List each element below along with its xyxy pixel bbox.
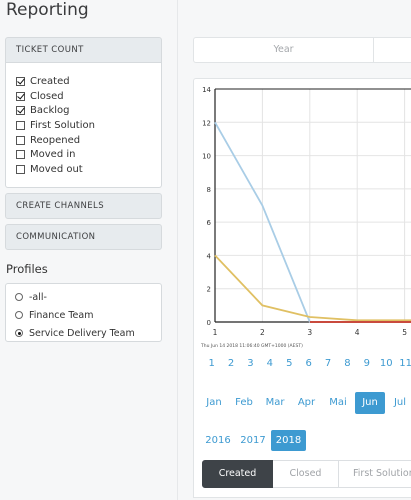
profile-all[interactable]: -all- xyxy=(6,288,161,306)
month-mai[interactable]: Mai xyxy=(329,397,347,408)
checkbox-unchecked-icon[interactable] xyxy=(16,150,25,160)
month-apr[interactable]: Apr xyxy=(297,397,316,408)
checkbox-reopened[interactable]: Reopened xyxy=(6,133,161,148)
day-link[interactable]: 8 xyxy=(344,358,351,369)
checkbox-moved-out[interactable]: Moved out xyxy=(6,162,161,177)
checkbox-label: Reopened xyxy=(30,134,81,146)
month-jun[interactable]: Jun xyxy=(355,392,385,414)
x-tick-label: 5 xyxy=(402,328,407,337)
chart-timestamp: Thu Jun 14 2018 11:06:40 GMT+1000 (AEST) xyxy=(201,344,303,349)
tab-first-solution[interactable]: First Solution xyxy=(339,460,411,488)
day-link[interactable]: 6 xyxy=(305,358,312,369)
y-tick-label: 2 xyxy=(207,286,211,294)
x-tick-label: 3 xyxy=(307,328,312,337)
checkbox-closed[interactable]: Closed xyxy=(6,89,161,104)
series-line-closed xyxy=(214,254,411,322)
page-title: Reporting xyxy=(6,0,89,20)
x-tick-label: 1 xyxy=(213,328,218,337)
month-feb[interactable]: Feb xyxy=(235,397,253,408)
month-selector: Jan Feb Mar Apr Mai Jun Jul xyxy=(200,392,411,414)
x-tick-label: 2 xyxy=(260,328,265,337)
y-tick-label: 8 xyxy=(207,186,211,194)
column-divider xyxy=(177,0,178,500)
day-link[interactable]: 4 xyxy=(266,358,274,369)
chart-card: 0 2 4 6 8 10 12 14 1 2 3 4 5 xyxy=(193,78,411,498)
y-tick-label: 10 xyxy=(202,153,211,161)
checkbox-moved-in[interactable]: Moved in xyxy=(6,147,161,162)
month-jan[interactable]: Jan xyxy=(206,397,222,408)
checkbox-unchecked-icon[interactable] xyxy=(16,164,25,174)
day-link[interactable]: 1 xyxy=(208,358,215,369)
checkbox-label: Closed xyxy=(30,90,64,102)
day-link[interactable]: 10 xyxy=(379,358,393,369)
radio-selected-icon[interactable] xyxy=(15,329,23,337)
day-link[interactable]: 9 xyxy=(363,358,370,369)
profiles-heading: Profiles xyxy=(6,262,48,276)
checkbox-label: Moved out xyxy=(30,163,83,175)
checkbox-checked-icon[interactable] xyxy=(16,106,25,116)
y-tick-label: 4 xyxy=(207,252,212,260)
month-jul[interactable]: Jul xyxy=(393,397,407,408)
radio-unselected-icon[interactable] xyxy=(15,293,23,301)
checkbox-label: Moved in xyxy=(30,149,76,161)
ticket-count-header[interactable]: TICKET COUNT xyxy=(5,37,162,63)
checkbox-label: First Solution xyxy=(30,119,95,131)
day-link[interactable]: 2 xyxy=(227,358,235,369)
metric-tabs: Created Closed First Solution xyxy=(202,460,411,488)
ticket-count-panel: Created Closed Backlog First Solution Re… xyxy=(5,63,162,188)
year-2018[interactable]: 2018 xyxy=(271,430,306,451)
tab-closed[interactable]: Closed xyxy=(273,460,339,488)
create-channels-header[interactable]: CREATE CHANNELS xyxy=(5,193,162,219)
radio-label: Finance Team xyxy=(29,309,94,321)
checkbox-backlog[interactable]: Backlog xyxy=(6,103,161,118)
day-link[interactable]: 11 xyxy=(399,358,411,369)
checkbox-unchecked-icon[interactable] xyxy=(16,120,25,130)
day-link[interactable]: 5 xyxy=(286,358,293,369)
radio-label: -all- xyxy=(29,291,47,303)
checkbox-label: Backlog xyxy=(30,105,70,117)
year-selector: 2016 2017 2018 xyxy=(201,430,307,451)
day-selector: 1 2 3 4 5 6 7 8 9 10 11 xyxy=(202,358,411,369)
profile-service-delivery-team[interactable]: Service Delivery Team xyxy=(6,324,161,342)
day-link[interactable]: 7 xyxy=(324,358,332,369)
profile-finance-team[interactable]: Finance Team xyxy=(6,306,161,324)
x-tick-label: 4 xyxy=(355,328,360,337)
year-2017[interactable]: 2017 xyxy=(240,435,266,446)
checkbox-checked-icon[interactable] xyxy=(16,91,25,101)
tab-year[interactable]: Year xyxy=(194,38,374,62)
communication-header[interactable]: COMMUNICATION xyxy=(5,224,162,250)
day-link[interactable]: 3 xyxy=(247,358,254,369)
y-tick-label: 0 xyxy=(207,319,211,327)
y-tick-label: 6 xyxy=(207,219,212,227)
checkbox-unchecked-icon[interactable] xyxy=(16,135,25,145)
year-2016[interactable]: 2016 xyxy=(205,435,231,446)
checkbox-created[interactable]: Created xyxy=(6,74,161,89)
checkbox-checked-icon[interactable] xyxy=(16,76,25,86)
radio-label: Service Delivery Team xyxy=(29,327,135,339)
checkbox-first-solution[interactable]: First Solution xyxy=(6,118,161,133)
checkbox-label: Created xyxy=(30,75,70,87)
profiles-panel: -all- Finance Team Service Delivery Team xyxy=(5,283,162,342)
tab-created[interactable]: Created xyxy=(202,460,273,488)
radio-unselected-icon[interactable] xyxy=(15,311,23,319)
month-mar[interactable]: Mar xyxy=(265,397,285,408)
timeframe-tabs: Year xyxy=(193,37,411,63)
y-tick-label: 14 xyxy=(202,86,211,94)
y-tick-label: 12 xyxy=(202,119,211,127)
